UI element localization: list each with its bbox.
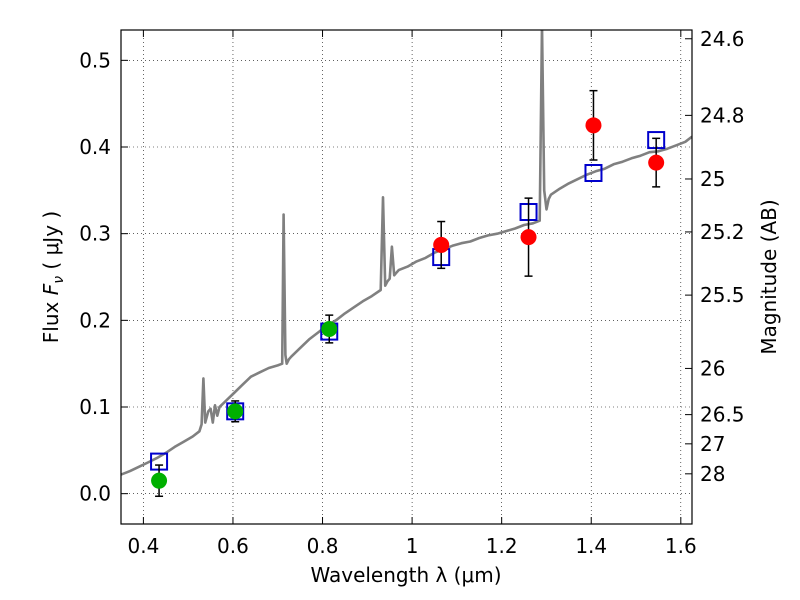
y-tick-label: 0.5 xyxy=(79,48,111,72)
y-axis-label-subscript: ν xyxy=(51,276,67,284)
observed-point-marker xyxy=(648,154,665,171)
x-tick-label: 0.8 xyxy=(307,534,339,558)
y2-tick-label: 25.2 xyxy=(700,220,745,244)
y-tick-label: 0.2 xyxy=(79,308,111,332)
y2-tick-label: 24.8 xyxy=(700,103,745,127)
observed-point-marker xyxy=(520,229,537,246)
y2-tick-label: 24.6 xyxy=(700,27,745,51)
observed-point-marker xyxy=(227,403,244,420)
x-tick-label: 1.2 xyxy=(486,534,518,558)
y2-tick-label: 26.5 xyxy=(700,403,745,427)
y-tick-label: 0.3 xyxy=(79,222,111,246)
plot-frame xyxy=(120,29,693,525)
x-tick-label: 1.4 xyxy=(575,534,607,558)
y2-tick-label: 26 xyxy=(700,356,725,380)
y-tick-label: 0.1 xyxy=(79,395,111,419)
y-axis-label: Flux Fν ( μJy ) xyxy=(39,211,67,343)
template-spectrum-layer xyxy=(121,30,692,476)
observed-point-marker xyxy=(585,117,602,134)
y2-tick-label: 27 xyxy=(700,432,725,456)
grid-lines xyxy=(121,30,692,524)
data-markers-layer xyxy=(150,89,666,498)
observed-point-marker xyxy=(321,321,338,337)
model-square-marker xyxy=(584,164,603,182)
template-spectrum-line xyxy=(121,30,692,476)
y-tick-label: 0.4 xyxy=(79,135,111,159)
y-axis-label-prefix: Flux xyxy=(39,295,63,343)
x-tick-label: 1.6 xyxy=(665,534,697,558)
y2-tick-label: 28 xyxy=(700,462,725,486)
x-tick-label: 0.6 xyxy=(217,534,249,558)
y-axis-label-symbol: F xyxy=(39,283,63,295)
axis-ticks: 0.4 0.6 0.8 1 1.2 1.4 1.6 0.0 0.1 0.2 0.3 0.4 0.5 24.… xyxy=(79,27,744,558)
y-tick-label: 0.0 xyxy=(79,482,111,506)
y2-axis-label: Magnitude (AB) xyxy=(757,199,781,354)
y-axis-label-suffix: ( μJy ) xyxy=(39,211,63,276)
observed-point-marker xyxy=(151,472,168,489)
y2-tick-label: 25 xyxy=(700,167,725,191)
x-tick-label: 0.4 xyxy=(127,534,159,558)
x-axis-label: Wavelength λ (μm) xyxy=(310,563,501,587)
observed-point-marker xyxy=(433,236,450,253)
y2-tick-label: 25.5 xyxy=(700,283,745,307)
x-tick-label: 1 xyxy=(406,534,419,558)
